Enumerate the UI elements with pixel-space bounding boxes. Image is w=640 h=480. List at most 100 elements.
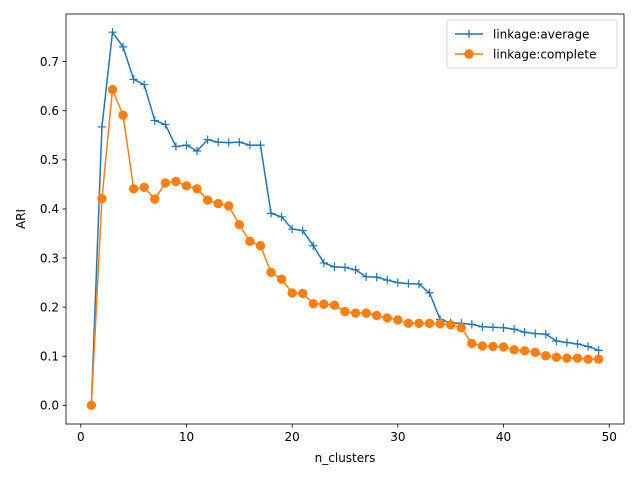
data-point [235,137,244,147]
axes-frame [65,13,625,425]
data-point [192,184,202,194]
x-tick-label: 20 [285,430,300,444]
y-tick-label: 0.3 [40,251,59,265]
data-point [467,320,477,329]
series-complete [86,84,604,411]
data-point [181,181,192,191]
data-point [572,353,583,363]
data-point [393,315,403,325]
data-point [107,84,118,95]
data-point [372,272,381,282]
data-point [562,338,572,347]
data-point [551,352,562,362]
data-point [340,306,350,317]
data-point [478,322,487,331]
data-point [266,267,276,277]
data-point [403,318,414,329]
data-point [382,313,392,323]
data-point [213,137,223,147]
data-point [414,279,424,289]
data-point [329,300,340,310]
legend-marker [464,29,474,39]
data-point [97,193,107,204]
data-point [245,236,255,247]
data-point [531,329,540,338]
data-point [298,226,307,235]
data-point [118,110,128,120]
series-layer [86,27,604,411]
data-point [414,318,424,329]
data-point [192,146,202,156]
data-point [594,346,603,355]
data-point [552,336,561,346]
y-axis: 0.0 0.1 0.2 0.3 0.4 0.5 0.6 0.7 [40,55,66,413]
data-point [372,310,382,321]
data-point [319,299,329,309]
series-average [87,27,603,410]
data-point [361,308,371,318]
data-point [488,341,498,352]
data-point [128,184,139,194]
data-point [519,346,530,356]
data-point [97,122,107,132]
data-point [309,241,318,250]
data-point [203,135,212,144]
x-tick-label: 50 [602,430,617,444]
data-point [150,194,160,204]
x-tick-label: 40 [496,430,511,444]
y-tick-label: 0.5 [40,153,59,167]
data-point [245,140,255,150]
y-axis-label: ARI [14,209,28,229]
data-point [160,178,171,188]
data-point [108,27,117,37]
x-axis-label: n_clusters [315,451,376,465]
data-point [477,341,488,351]
data-point [308,299,318,309]
data-point [573,339,582,349]
data-point [541,351,551,361]
data-point [509,345,519,355]
data-point [182,140,191,150]
data-point [266,209,276,218]
data-point [256,140,265,150]
data-point [224,138,233,147]
data-point [298,288,308,299]
data-point [445,320,456,330]
x-tick-label: 10 [179,430,194,444]
data-point [255,241,266,251]
data-point [562,353,572,363]
data-point [150,116,159,125]
data-point [350,308,361,318]
data-point [139,182,149,193]
data-point [593,354,604,364]
data-point [86,400,97,411]
data-point [330,262,339,272]
data-point [340,263,350,272]
data-point [234,219,245,230]
data-point [277,212,286,221]
data-point [456,323,466,333]
data-point [118,42,128,52]
data-point [583,354,593,364]
legend-marker [464,49,474,59]
data-point [424,318,435,329]
y-tick-label: 0.7 [40,55,59,69]
data-point [530,347,540,358]
data-point [383,275,392,285]
y-tick-label: 0.4 [40,202,59,216]
data-point [509,325,519,334]
y-tick-label: 0.1 [40,350,59,364]
data-point [287,288,297,298]
data-point [319,258,329,268]
data-point [488,323,498,332]
data-point [541,329,550,339]
data-point [202,195,213,205]
data-point [404,279,413,288]
data-point [171,142,181,151]
data-point [213,198,223,209]
legend-item: linkage:complete [455,47,596,61]
data-point [520,327,529,337]
data-point [351,265,360,275]
